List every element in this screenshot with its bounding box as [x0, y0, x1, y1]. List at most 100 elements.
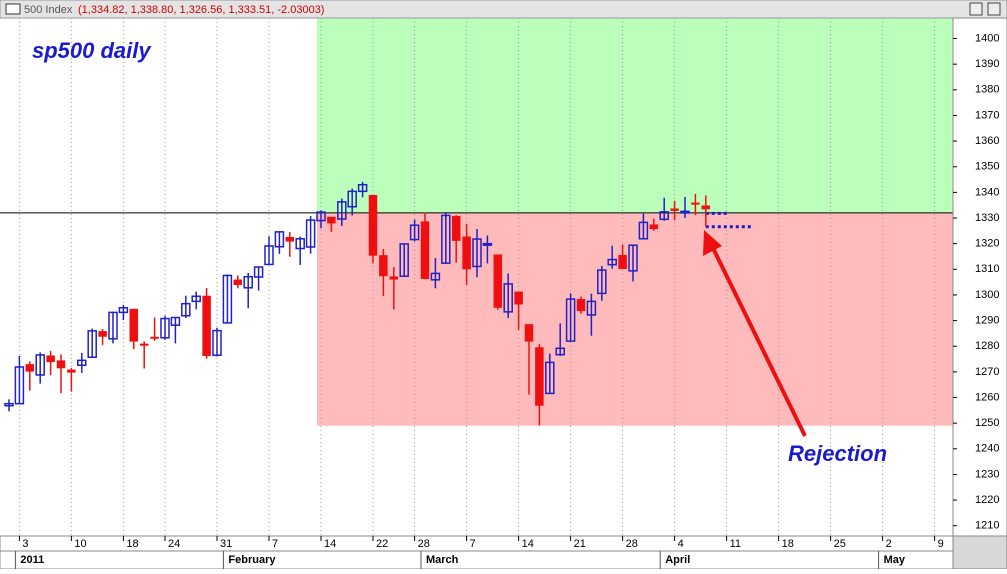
candle-body: [46, 355, 55, 363]
candle-body: [493, 254, 503, 308]
maximize-button[interactable]: [969, 2, 983, 16]
candle-body: [357, 183, 368, 193]
y-tick-label: 1250: [975, 417, 999, 429]
candle-body: [139, 343, 149, 346]
candle-body: [409, 224, 420, 241]
x-tick-label: 3: [22, 538, 28, 550]
y-tick-label: 1350: [975, 161, 999, 173]
candle-body: [181, 302, 191, 317]
candle-body: [691, 202, 700, 205]
candle-body: [451, 215, 461, 241]
window-icon: [5, 3, 21, 15]
candle-body: [98, 331, 107, 337]
candle-body: [555, 347, 565, 356]
x-axis-panel: [0, 535, 954, 570]
candle-body: [212, 329, 222, 356]
x-tick-label: 22: [376, 538, 388, 550]
x-tick-label: 7: [272, 538, 278, 550]
candle-body: [327, 216, 336, 224]
candle-body: [170, 316, 181, 326]
candle-body: [87, 330, 97, 359]
candle-body: [253, 266, 264, 278]
y-tick-label: 1270: [975, 366, 999, 378]
annotation: Rejection: [788, 441, 887, 466]
candle-body: [576, 299, 586, 312]
close-button[interactable]: [987, 2, 1001, 16]
candle-body: [150, 336, 159, 339]
candle-body: [295, 238, 305, 250]
candle-body: [4, 402, 14, 407]
candle-body: [680, 210, 690, 214]
candle-body: [649, 224, 659, 230]
month-label: February: [228, 554, 276, 566]
month-label: March: [426, 554, 459, 566]
candle-body: [108, 311, 118, 340]
y-tick-label: 1320: [975, 238, 999, 250]
candle-body: [274, 231, 285, 248]
candle-body: [618, 254, 627, 270]
y-tick-label: 1280: [975, 340, 999, 352]
candle-body: [379, 255, 388, 277]
y-tick-label: 1240: [975, 443, 999, 455]
zones: [317, 18, 953, 426]
candle-body: [597, 269, 607, 295]
candle-body: [202, 295, 211, 356]
y-tick-label: 1210: [975, 520, 999, 532]
candle-body: [638, 221, 649, 240]
candle-body: [441, 214, 451, 264]
candle-body: [264, 245, 274, 266]
candle-body: [545, 361, 555, 395]
x-tick-label: 25: [834, 538, 846, 550]
candle-body: [160, 317, 170, 339]
x-tick-label: 14: [324, 538, 336, 550]
month-label: April: [665, 554, 690, 566]
x-tick-label: 9: [938, 538, 944, 550]
x-tick-label: 2: [886, 538, 892, 550]
candle-body: [420, 221, 430, 280]
candle-body: [514, 291, 523, 305]
candle-body: [628, 244, 638, 272]
candle-body: [77, 359, 87, 366]
x-tick-label: 31: [220, 538, 232, 550]
y-tick-label: 1400: [975, 32, 999, 44]
x-tick-label: 18: [126, 538, 138, 550]
y-tick-label: 1390: [975, 58, 999, 70]
chart-title: sp500 daily: [32, 38, 152, 63]
candle-body: [67, 369, 76, 373]
candle-body: [659, 211, 669, 221]
candle-body: [535, 347, 544, 406]
month-label: May: [884, 554, 906, 566]
candle-body: [337, 201, 347, 220]
candle-body: [524, 324, 534, 342]
candle-body: [305, 219, 316, 248]
x-tick-label: 21: [574, 538, 586, 550]
candle-body: [607, 258, 617, 266]
candle-body: [462, 236, 471, 270]
corner-panel: [952, 535, 1007, 570]
candle-body: [701, 205, 711, 210]
candle-body: [482, 242, 493, 246]
candle-body: [586, 300, 597, 316]
y-tick-label: 1230: [975, 468, 999, 480]
y-tick-label: 1290: [975, 315, 999, 327]
x-tick-label: 10: [74, 538, 86, 550]
x-tick-label: 7: [470, 538, 476, 550]
candle-body: [368, 194, 378, 256]
window-values: (1,334.82, 1,338.80, 1,326.56, 1,333.51,…: [78, 4, 324, 16]
arrow-head: [703, 230, 722, 256]
candle-body: [389, 276, 399, 280]
y-tick-label: 1370: [975, 109, 999, 121]
candle-body: [118, 307, 129, 314]
x-tick-label: 14: [522, 538, 534, 550]
x-tick-label: 4: [678, 538, 684, 550]
y-tick-label: 1380: [975, 84, 999, 96]
y-tick-label: 1340: [975, 186, 999, 198]
candle-body: [399, 243, 409, 277]
candle-body: [56, 360, 66, 369]
x-tick-label: 11: [730, 538, 741, 550]
window-title: 500 Index: [24, 4, 73, 16]
x-tick-label: 18: [782, 538, 794, 550]
candle-body: [472, 238, 482, 268]
candle-body: [503, 283, 513, 313]
candle-body: [347, 190, 357, 208]
